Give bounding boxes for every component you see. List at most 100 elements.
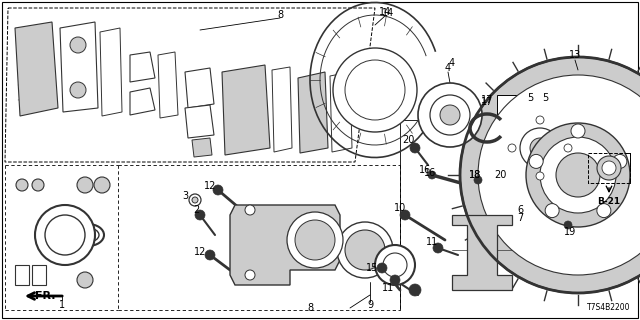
Bar <box>588 153 630 183</box>
Text: 3: 3 <box>182 191 188 201</box>
Polygon shape <box>272 67 292 152</box>
Text: 7: 7 <box>517 213 523 223</box>
Text: 4: 4 <box>445 63 451 73</box>
Circle shape <box>45 215 85 255</box>
Circle shape <box>245 205 255 215</box>
Text: T7S4B2200: T7S4B2200 <box>586 303 630 312</box>
Circle shape <box>77 272 93 288</box>
Circle shape <box>400 210 410 220</box>
Text: 17: 17 <box>481 95 493 105</box>
Circle shape <box>35 205 95 265</box>
Text: 14: 14 <box>382 8 394 18</box>
Text: 8: 8 <box>307 303 313 313</box>
Text: 13: 13 <box>569 50 581 60</box>
Circle shape <box>94 177 110 193</box>
Text: 18: 18 <box>469 170 481 180</box>
Ellipse shape <box>72 224 104 246</box>
Circle shape <box>474 176 482 184</box>
Circle shape <box>597 204 611 218</box>
Circle shape <box>430 95 470 135</box>
Polygon shape <box>158 52 178 118</box>
Text: 18: 18 <box>469 170 481 180</box>
Text: 17: 17 <box>481 97 493 107</box>
Text: 12: 12 <box>204 181 216 191</box>
Circle shape <box>564 144 572 152</box>
Circle shape <box>545 204 559 218</box>
Circle shape <box>410 143 420 153</box>
Circle shape <box>505 113 575 183</box>
Circle shape <box>418 83 482 147</box>
Circle shape <box>571 124 585 138</box>
Text: 9: 9 <box>367 300 373 310</box>
Polygon shape <box>130 88 155 115</box>
Circle shape <box>597 156 621 180</box>
Circle shape <box>536 172 544 180</box>
Text: 11: 11 <box>426 237 438 247</box>
Circle shape <box>508 144 516 152</box>
Circle shape <box>337 222 393 278</box>
Ellipse shape <box>77 228 99 242</box>
Circle shape <box>70 82 86 98</box>
Circle shape <box>529 155 543 168</box>
Text: 12: 12 <box>194 247 206 257</box>
Circle shape <box>295 220 335 260</box>
Circle shape <box>433 243 443 253</box>
Circle shape <box>602 161 616 175</box>
Circle shape <box>460 57 640 293</box>
Text: 14: 14 <box>379 7 391 17</box>
Polygon shape <box>15 22 58 116</box>
Polygon shape <box>60 22 98 112</box>
Circle shape <box>530 138 550 158</box>
Text: 19: 19 <box>564 227 576 237</box>
Text: 4: 4 <box>449 58 455 68</box>
Polygon shape <box>452 215 512 290</box>
Circle shape <box>70 37 86 53</box>
Text: 20: 20 <box>494 170 506 180</box>
Text: 16: 16 <box>419 165 431 175</box>
Circle shape <box>189 194 201 206</box>
Circle shape <box>333 48 417 132</box>
Text: 2: 2 <box>193 205 199 215</box>
Text: 10: 10 <box>394 203 406 213</box>
Text: 8: 8 <box>277 10 283 20</box>
Circle shape <box>195 210 205 220</box>
Polygon shape <box>185 68 214 108</box>
Circle shape <box>345 230 385 270</box>
Circle shape <box>440 105 460 125</box>
Circle shape <box>77 177 93 193</box>
Circle shape <box>409 284 421 296</box>
Circle shape <box>16 179 28 191</box>
Bar <box>588 153 630 183</box>
Text: 15: 15 <box>366 263 378 273</box>
Circle shape <box>520 128 560 168</box>
Circle shape <box>564 221 572 229</box>
Text: 5: 5 <box>542 93 548 103</box>
Text: 20: 20 <box>402 135 414 145</box>
Text: 5: 5 <box>527 93 533 103</box>
Polygon shape <box>298 72 328 153</box>
Circle shape <box>192 197 198 203</box>
Circle shape <box>213 185 223 195</box>
Polygon shape <box>192 138 212 157</box>
Circle shape <box>536 116 544 124</box>
Circle shape <box>428 171 436 179</box>
Circle shape <box>540 137 616 213</box>
Text: 6: 6 <box>517 205 523 215</box>
Circle shape <box>377 263 387 273</box>
Circle shape <box>205 250 215 260</box>
Circle shape <box>375 245 415 285</box>
Circle shape <box>613 155 627 168</box>
Circle shape <box>32 179 44 191</box>
Bar <box>15 265 29 285</box>
Polygon shape <box>5 8 375 162</box>
Polygon shape <box>230 205 340 285</box>
Polygon shape <box>100 28 122 116</box>
Bar <box>32 265 46 285</box>
Text: 1: 1 <box>59 300 65 310</box>
Circle shape <box>478 75 640 275</box>
Text: 16: 16 <box>424 168 436 178</box>
Circle shape <box>526 123 630 227</box>
Circle shape <box>345 60 405 120</box>
Polygon shape <box>222 65 270 155</box>
Circle shape <box>556 153 600 197</box>
